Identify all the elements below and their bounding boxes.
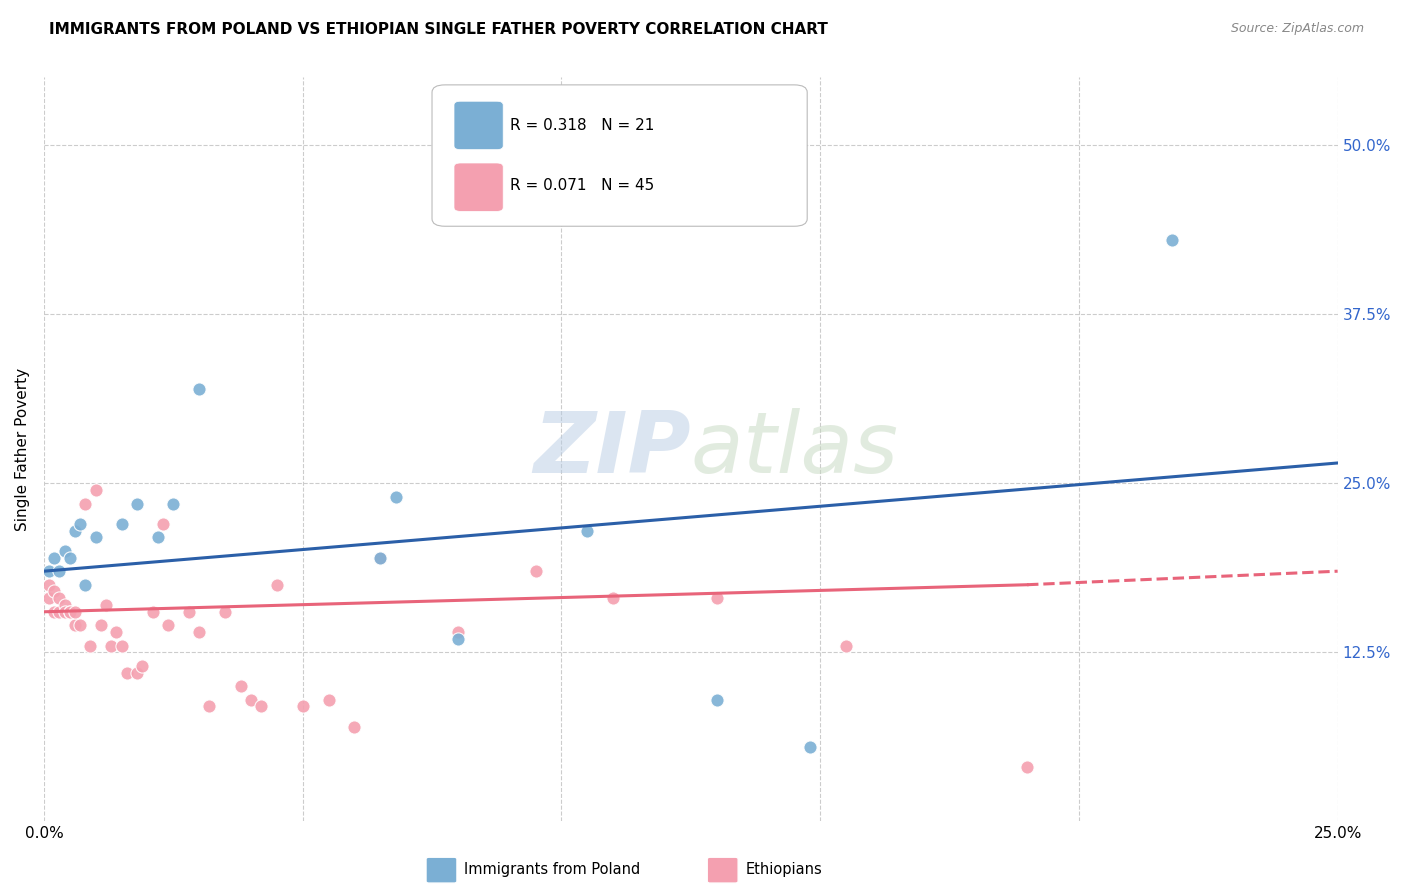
Point [162, 497, 184, 511]
Point [343, 720, 366, 734]
Point [53, 544, 76, 558]
Point [100, 639, 122, 653]
Point [44, 605, 66, 619]
Point [90, 618, 112, 632]
Point [115, 665, 138, 680]
Point [152, 516, 174, 531]
Point [125, 497, 148, 511]
Text: IMMIGRANTS FROM POLAND VS ETHIOPIAN SINGLE FATHER POVERTY CORRELATION CHART: IMMIGRANTS FROM POLAND VS ETHIOPIAN SING… [49, 22, 828, 37]
Text: ZIP: ZIP [533, 408, 690, 491]
Point [146, 530, 169, 544]
Point [105, 625, 128, 640]
Point [1017, 760, 1039, 774]
Point [59, 605, 82, 619]
FancyBboxPatch shape [454, 163, 503, 211]
Point [69, 516, 91, 531]
Point [53, 605, 76, 619]
Point [384, 490, 406, 504]
FancyBboxPatch shape [454, 102, 503, 150]
Point [48, 564, 70, 578]
Point [75, 578, 97, 592]
Point [84, 530, 107, 544]
Text: Source: ZipAtlas.com: Source: ZipAtlas.com [1230, 22, 1364, 36]
Point [229, 679, 252, 693]
Point [53, 598, 76, 612]
Point [94, 598, 117, 612]
Text: Immigrants from Poland: Immigrants from Poland [464, 863, 640, 877]
Point [447, 625, 470, 640]
Point [38, 578, 60, 592]
Point [177, 605, 200, 619]
Point [59, 605, 82, 619]
Point [38, 564, 60, 578]
Point [142, 605, 165, 619]
Point [44, 550, 66, 565]
Point [368, 550, 391, 565]
Point [250, 699, 273, 714]
Point [214, 605, 236, 619]
Point [157, 618, 180, 632]
Text: R = 0.071   N = 45: R = 0.071 N = 45 [509, 178, 654, 193]
Y-axis label: Single Father Poverty: Single Father Poverty [15, 368, 30, 531]
Point [59, 550, 82, 565]
Point [266, 578, 288, 592]
Point [239, 692, 262, 706]
Point [447, 632, 470, 646]
Point [706, 692, 728, 706]
Point [1161, 233, 1184, 247]
Point [110, 516, 132, 531]
Point [79, 639, 101, 653]
Point [524, 564, 547, 578]
Point [75, 497, 97, 511]
Point [84, 483, 107, 497]
Text: atlas: atlas [690, 408, 898, 491]
Point [48, 605, 70, 619]
Point [131, 659, 153, 673]
Point [799, 740, 821, 755]
Point [188, 382, 211, 396]
FancyBboxPatch shape [432, 85, 807, 227]
Point [48, 591, 70, 606]
Point [291, 699, 314, 714]
Text: R = 0.318   N = 21: R = 0.318 N = 21 [509, 119, 654, 133]
Point [318, 692, 340, 706]
Point [38, 591, 60, 606]
Point [69, 618, 91, 632]
Point [44, 584, 66, 599]
Point [602, 591, 624, 606]
Point [368, 550, 391, 565]
Point [576, 524, 599, 538]
Point [188, 625, 211, 640]
Point [835, 639, 858, 653]
Point [198, 699, 221, 714]
Point [110, 639, 132, 653]
Point [63, 618, 86, 632]
Point [706, 591, 728, 606]
Point [125, 665, 148, 680]
Text: Ethiopians: Ethiopians [745, 863, 823, 877]
Point [63, 524, 86, 538]
Point [63, 605, 86, 619]
